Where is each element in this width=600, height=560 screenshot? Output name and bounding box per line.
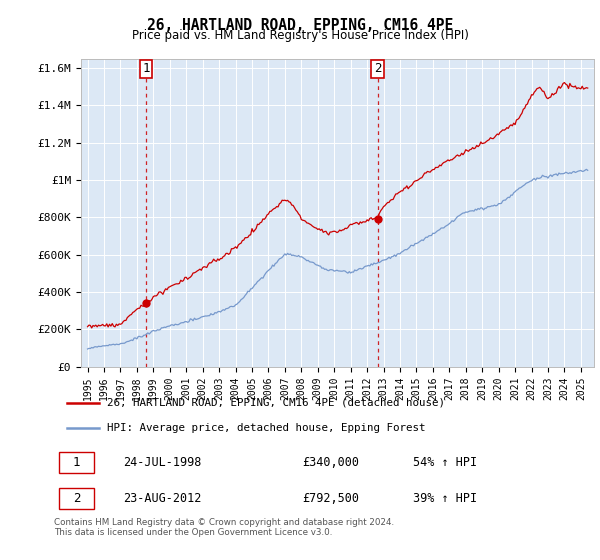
- Text: 54% ↑ HPI: 54% ↑ HPI: [413, 456, 477, 469]
- Text: 26, HARTLAND ROAD, EPPING, CM16 4PE (detached house): 26, HARTLAND ROAD, EPPING, CM16 4PE (det…: [107, 398, 445, 408]
- Text: Contains HM Land Registry data © Crown copyright and database right 2024.
This d: Contains HM Land Registry data © Crown c…: [54, 518, 394, 538]
- Text: HPI: Average price, detached house, Epping Forest: HPI: Average price, detached house, Eppi…: [107, 423, 425, 433]
- FancyBboxPatch shape: [59, 488, 94, 509]
- Text: Price paid vs. HM Land Registry's House Price Index (HPI): Price paid vs. HM Land Registry's House …: [131, 29, 469, 42]
- Text: £792,500: £792,500: [302, 492, 359, 505]
- Text: 2: 2: [374, 63, 382, 76]
- Text: 2: 2: [73, 492, 80, 505]
- Text: 1: 1: [142, 63, 150, 76]
- Text: 23-AUG-2012: 23-AUG-2012: [122, 492, 201, 505]
- Text: 39% ↑ HPI: 39% ↑ HPI: [413, 492, 477, 505]
- FancyBboxPatch shape: [59, 452, 94, 473]
- Text: 26, HARTLAND ROAD, EPPING, CM16 4PE: 26, HARTLAND ROAD, EPPING, CM16 4PE: [147, 18, 453, 33]
- Text: 24-JUL-1998: 24-JUL-1998: [122, 456, 201, 469]
- Text: £340,000: £340,000: [302, 456, 359, 469]
- Text: 1: 1: [73, 456, 80, 469]
